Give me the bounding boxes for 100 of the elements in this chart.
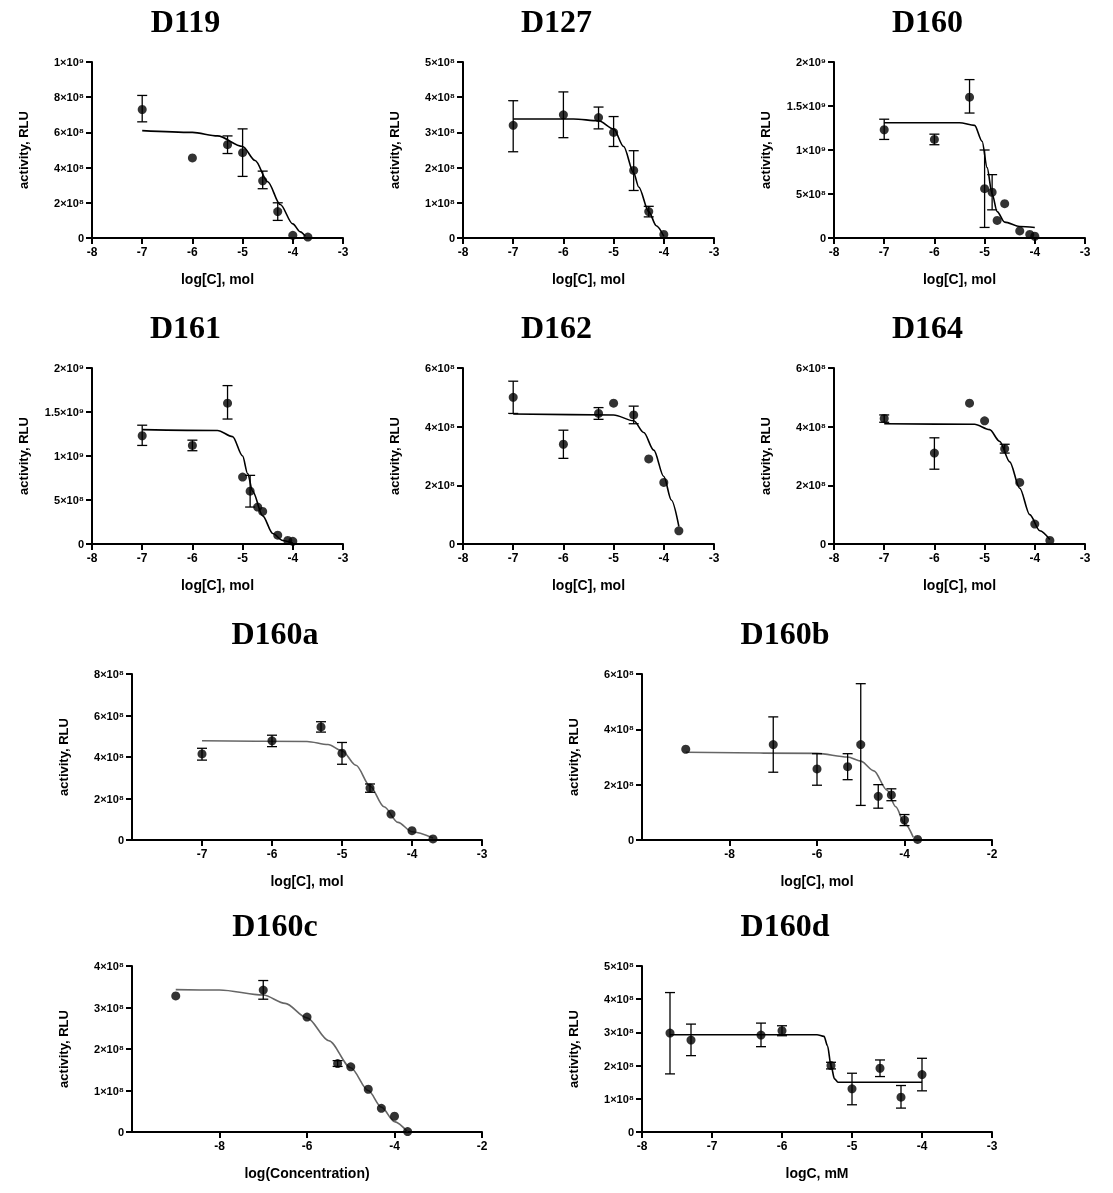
x-axis-title: logC, mM [785,1165,849,1181]
y-tick-label: 8×10⁸ [54,91,84,104]
y-tick-label: 1.5×10⁹ [44,406,84,418]
x-tick-label: -6 [187,245,199,259]
x-tick-label: -7 [136,551,148,565]
point [594,113,604,123]
y-tick-label: 6×10⁸ [425,362,455,374]
point [681,744,691,754]
point [302,1012,312,1022]
y-tick-label: 6×10⁸ [54,126,84,139]
point [258,176,268,186]
y-tick-label: 6×10⁸ [796,362,826,374]
point [856,740,866,750]
chart-title: D160b [740,615,830,651]
x-tick-label: -6 [811,847,823,861]
x-tick-label: -5 [979,551,991,565]
x-tick-label: -4 [899,847,911,861]
point [980,416,990,426]
x-tick-label: -4 [406,847,418,861]
y-tick-label: 0 [819,538,826,550]
x-tick-label: -4 [389,1139,401,1153]
point [223,398,233,408]
y-tick-label: 6×10⁸ [94,709,124,722]
x-tick-label: -8 [457,245,469,259]
point [917,1070,927,1080]
y-tick-label: 0 [448,232,455,244]
y-tick-label: 1×10⁸ [425,196,455,209]
y-tick-label: 4×10⁸ [425,420,455,433]
point [756,1030,766,1040]
y-tick-label: 3×10⁸ [604,1026,634,1039]
point [303,232,313,242]
y-tick-label: 4×10⁸ [604,723,634,736]
x-tick-label: -3 [986,1139,998,1153]
x-tick-label: -2 [986,847,998,861]
chart-title: D160d [740,907,830,943]
x-axis-title: log[C], mol [180,271,255,287]
chart-title: D160a [231,615,319,651]
y-tick-label: 1×10⁹ [54,450,84,462]
point [558,110,568,120]
x-tick-label: -8 [828,551,840,565]
x-tick-label: -5 [336,847,348,861]
point [223,140,233,150]
y-tick-label: 4×10⁸ [796,420,826,433]
x-tick-label: -7 [878,551,890,565]
point [1030,519,1040,529]
x-tick-label: -4 [658,551,670,565]
point [992,215,1002,225]
x-axis-title: log(Concentration) [244,1165,370,1181]
x-tick-label: -5 [979,245,991,259]
y-tick-label: 4×10⁸ [54,161,84,174]
x-tick-label: -5 [237,551,249,565]
point [843,762,853,772]
x-tick-label: -5 [237,245,249,259]
x-tick-label: -8 [724,847,736,861]
y-axis-title: activity, RLU [56,1010,71,1088]
point [258,506,268,516]
point [1015,226,1025,236]
y-tick-label: 8×10⁸ [94,668,124,680]
x-axis-title: log[C], mol [180,577,255,593]
x-tick-label: -7 [507,245,519,259]
point [346,1062,356,1072]
point [847,1084,857,1094]
x-tick-label: -4 [1029,245,1041,259]
y-tick-label: 3×10⁸ [94,1001,124,1014]
point [812,764,822,774]
x-axis-title: log[C], mol [780,873,854,889]
y-tick-label: 5×10⁸ [425,56,455,68]
y-tick-label: 1×10⁸ [94,1084,124,1097]
x-tick-label: -3 [337,551,349,565]
y-axis-title: activity, RLU [56,718,71,796]
chart-title: D160c [232,907,318,943]
y-tick-label: 4×10⁸ [425,91,455,104]
x-tick-label: -4 [916,1139,928,1153]
point [238,472,248,482]
x-tick-label: -6 [266,847,278,861]
point [258,985,268,995]
point [913,834,923,844]
y-tick-label: 2×10⁸ [604,778,634,791]
x-tick-label: -7 [878,245,890,259]
y-tick-label: 4×10⁸ [94,751,124,763]
y-tick-label: 0 [627,834,634,846]
x-tick-label: -6 [558,551,570,565]
point [407,826,417,836]
point [558,439,568,449]
y-tick-label: 0 [627,1126,634,1138]
x-tick-label: -3 [1079,245,1091,259]
x-tick-label: -4 [658,245,670,259]
point [686,1035,696,1045]
point [403,1127,413,1137]
point [363,1084,373,1094]
x-axis-title: log[C], mol [270,873,344,889]
point [929,448,939,458]
x-tick-label: -6 [929,245,941,259]
x-axis-title: log[C], mol [922,271,997,287]
point [965,398,975,408]
point [980,184,990,194]
chart-title: D164 [891,309,964,345]
point [987,187,997,197]
point [288,536,298,546]
point [288,230,298,240]
